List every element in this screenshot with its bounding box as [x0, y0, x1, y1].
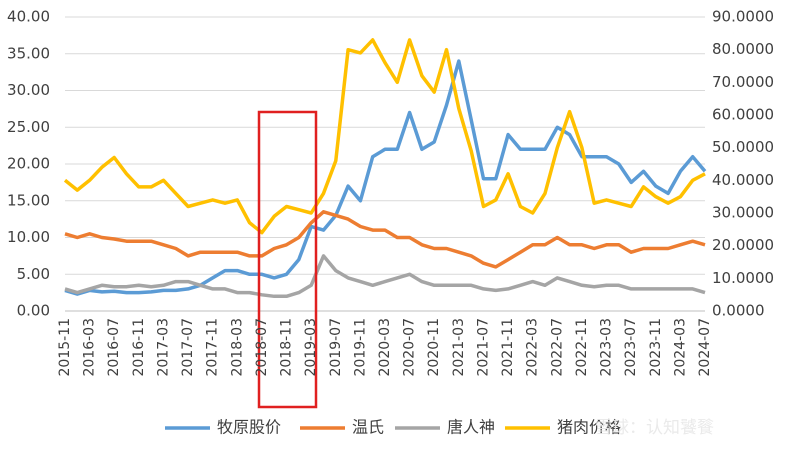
watermark: 雪球：认知饕餮 [595, 418, 714, 438]
y2-tick-label: 20.0000 [712, 236, 774, 254]
y2-tick-label: 90.0000 [712, 8, 774, 26]
x-tick-label: 2021-03 [451, 318, 467, 377]
x-tick-label: 2018-03 [229, 318, 245, 377]
x-tick-label: 2016-03 [82, 318, 98, 377]
x-tick-label: 2019-11 [352, 318, 368, 377]
y-tick-label: 10.00 [7, 228, 50, 246]
y-tick-label: 30.00 [7, 81, 50, 99]
x-tick-label: 2021-07 [475, 318, 491, 377]
legend-label: 唐人神 [447, 418, 495, 437]
series-line [63, 38, 706, 235]
y-tick-label: 25.00 [7, 118, 50, 136]
x-tick-label: 2018-07 [254, 318, 270, 377]
y2-tick-label: 10.0000 [712, 269, 774, 287]
x-tick-label: 2024-03 [672, 318, 688, 377]
x-tick-label: 2017-03 [155, 318, 171, 377]
legend-label: 猪肉价格 [557, 418, 621, 437]
x-tick-label: 2017-07 [180, 318, 196, 377]
x-tick-label: 2022-07 [549, 318, 565, 377]
series-line [64, 59, 707, 296]
y-tick-label: 40.00 [7, 8, 50, 26]
y2-tick-label: 80.0000 [712, 40, 774, 58]
x-tick-label: 2017-11 [205, 318, 221, 377]
x-tick-label: 2022-03 [525, 318, 541, 377]
x-tick-label: 2019-07 [328, 318, 344, 377]
y2-tick-label: 70.0000 [712, 73, 774, 91]
y2-tick-label: 50.0000 [712, 138, 774, 156]
y-tick-label: 5.00 [17, 265, 50, 283]
series-line [64, 254, 706, 299]
legend-label: 牧原股价 [217, 418, 281, 437]
y2-tick-label: 60.0000 [712, 106, 774, 124]
x-tick-label: 2020-03 [377, 318, 393, 377]
y-tick-label: 0.00 [17, 302, 50, 320]
series-line [64, 210, 706, 269]
legend-label: 温氏 [352, 418, 384, 437]
x-tick-label: 2023-07 [623, 318, 639, 377]
y2-tick-label: 40.0000 [712, 171, 774, 189]
x-tick-label: 2022-11 [574, 318, 590, 377]
x-tick-label: 2020-11 [426, 318, 442, 377]
highlight-box [257, 110, 318, 409]
y2-tick-label: 30.0000 [712, 204, 774, 222]
x-tick-label: 2020-07 [402, 318, 418, 377]
x-tick-label: 2023-03 [599, 318, 615, 377]
y-tick-label: 35.00 [7, 44, 50, 62]
x-tick-label: 2023-11 [648, 318, 664, 377]
x-tick-label: 2015-11 [57, 318, 73, 377]
y-tick-label: 15.00 [7, 191, 50, 209]
x-tick-label: 2018-11 [279, 318, 295, 377]
x-tick-label: 2021-11 [500, 318, 516, 377]
x-tick-label: 2019-03 [303, 318, 319, 377]
x-tick-label: 2024-07 [697, 318, 713, 377]
x-tick-label: 2016-11 [131, 318, 147, 377]
y-tick-label: 20.00 [7, 155, 50, 173]
y2-tick-label: 0.0000 [712, 302, 765, 320]
x-tick-label: 2016-07 [106, 318, 122, 377]
